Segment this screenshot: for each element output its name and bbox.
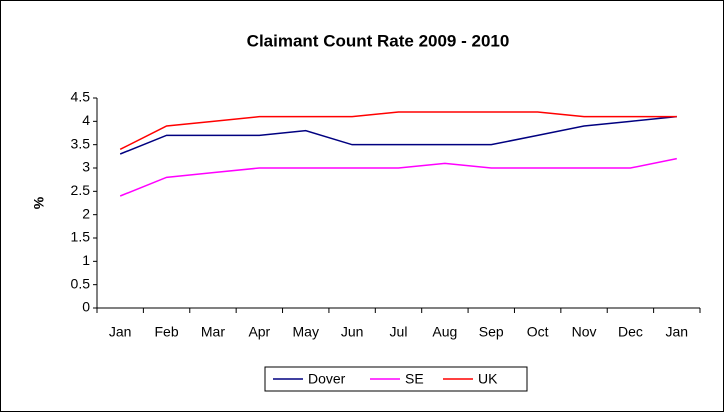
y-tick-label: 2.5 bbox=[71, 182, 91, 198]
x-tick-label: Jun bbox=[341, 324, 364, 340]
x-tick-label: Dec bbox=[618, 324, 643, 340]
y-tick-label: 2 bbox=[82, 205, 90, 221]
chart-title: Claimant Count Rate 2009 - 2010 bbox=[247, 31, 510, 50]
y-tick-label: 4 bbox=[82, 112, 90, 128]
y-tick-label: 3.5 bbox=[71, 135, 91, 151]
x-tick-label: Nov bbox=[572, 324, 597, 340]
x-tick-label: Jan bbox=[109, 324, 132, 340]
x-tick-label: Mar bbox=[201, 324, 225, 340]
x-tick-label: Apr bbox=[248, 324, 270, 340]
x-tick-label: Jan bbox=[666, 324, 689, 340]
y-tick-label: 1 bbox=[82, 252, 90, 268]
y-axis-label: % bbox=[31, 196, 47, 209]
x-tick-label: Oct bbox=[527, 324, 549, 340]
legend-label: Dover bbox=[308, 371, 346, 387]
y-tick-label: 0.5 bbox=[71, 275, 91, 291]
y-tick-label: 3 bbox=[82, 159, 90, 175]
series-line bbox=[119, 111, 677, 151]
x-tick-label: May bbox=[293, 324, 319, 340]
series-line bbox=[119, 157, 677, 197]
legend-label: UK bbox=[478, 371, 498, 387]
y-tick-label: 4.5 bbox=[71, 89, 91, 105]
x-tick-label: Sep bbox=[479, 324, 504, 340]
x-tick-label: Feb bbox=[155, 324, 179, 340]
x-tick-label: Aug bbox=[432, 324, 457, 340]
series-line bbox=[119, 115, 677, 155]
legend-label: SE bbox=[405, 371, 424, 387]
y-tick-label: 1.5 bbox=[71, 229, 91, 245]
x-tick-label: Jul bbox=[390, 324, 408, 340]
y-tick-label: 0 bbox=[82, 299, 90, 315]
